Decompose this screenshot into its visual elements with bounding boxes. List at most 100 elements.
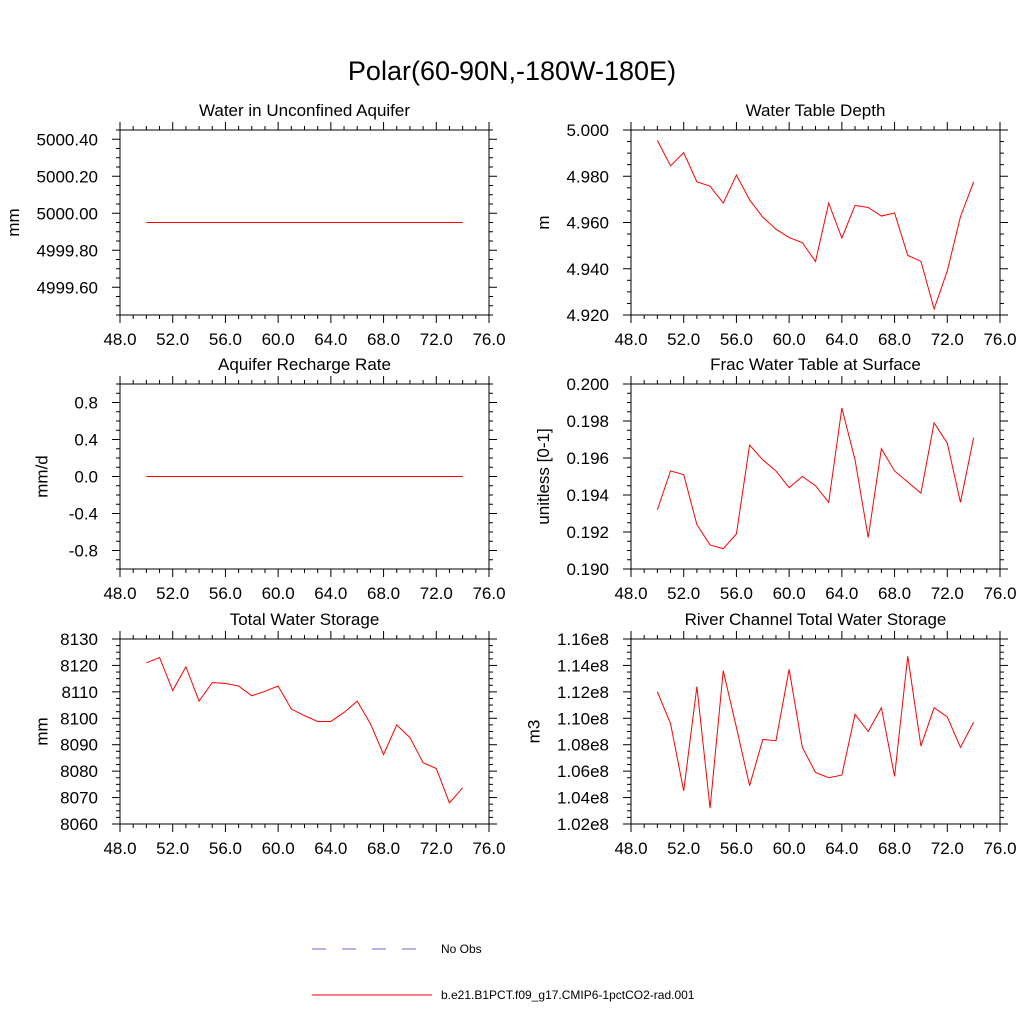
y-tick-label: 1.04e8 bbox=[557, 789, 609, 808]
y-tick-label: 8100 bbox=[60, 709, 98, 728]
panel-title: Aquifer Recharge Rate bbox=[218, 355, 391, 374]
x-tick-label: 48.0 bbox=[103, 584, 136, 603]
x-tick-label: 76.0 bbox=[472, 584, 505, 603]
y-axis-label: mm bbox=[4, 208, 23, 236]
plot-frame bbox=[630, 383, 1001, 570]
y-tick-label: 8070 bbox=[60, 789, 98, 808]
x-tick-label: 56.0 bbox=[720, 839, 753, 858]
x-tick-label: 76.0 bbox=[983, 839, 1016, 858]
y-tick-label: 0.0 bbox=[74, 468, 98, 487]
x-tick-label: 60.0 bbox=[262, 839, 295, 858]
x-tick-label: 72.0 bbox=[420, 330, 453, 349]
x-tick-label: 64.0 bbox=[314, 584, 347, 603]
y-tick-label: 8080 bbox=[60, 762, 98, 781]
figure-title: Polar(60-90N,-180W-180E) bbox=[348, 56, 676, 86]
x-tick-label: 56.0 bbox=[209, 330, 242, 349]
y-tick-label: 1.10e8 bbox=[557, 709, 609, 728]
x-tick-label: 52.0 bbox=[156, 839, 189, 858]
y-tick-label: 8120 bbox=[60, 656, 98, 675]
chart-panel-1: 48.0 52.0 56.0 60.0 64.0 68.0 72.0 76.0 4999.60 4… bbox=[4, 101, 506, 349]
series-line bbox=[146, 656, 464, 804]
x-tick-label: 76.0 bbox=[983, 584, 1016, 603]
x-tick-label: 60.0 bbox=[773, 839, 806, 858]
y-tick-label: 0.200 bbox=[566, 375, 609, 394]
y-tick-label: 1.08e8 bbox=[557, 736, 609, 755]
y-tick-label: 1.14e8 bbox=[557, 656, 609, 675]
y-tick-label: 1.12e8 bbox=[557, 683, 609, 702]
legend: No Obs b.e21.B1PCT.f09_g17.CMIP6-1pctCO2… bbox=[312, 942, 695, 1002]
y-tick-label: 4.920 bbox=[566, 306, 609, 325]
x-tick-label: 60.0 bbox=[262, 330, 295, 349]
x-tick-label: 72.0 bbox=[420, 584, 453, 603]
panel-title: Water in Unconfined Aquifer bbox=[199, 101, 410, 120]
y-tick-label: 0.198 bbox=[566, 412, 609, 431]
x-tick-label: 48.0 bbox=[614, 839, 647, 858]
y-tick-label: 0.4 bbox=[74, 431, 98, 450]
chart-panel-5: 48.0 52.0 56.0 60.0 64.0 68.0 72.0 76.0 8060 8070… bbox=[33, 610, 506, 858]
x-tick-label: 64.0 bbox=[825, 584, 858, 603]
x-tick-label: 68.0 bbox=[878, 584, 911, 603]
y-tick-label: 8060 bbox=[60, 815, 98, 834]
legend-obs-label: No Obs bbox=[441, 942, 482, 956]
panel-title: Water Table Depth bbox=[746, 101, 886, 120]
x-tick-label: 60.0 bbox=[773, 330, 806, 349]
y-tick-label: 5000.40 bbox=[37, 130, 98, 149]
x-tick-label: 52.0 bbox=[156, 330, 189, 349]
y-tick-label: 4999.80 bbox=[37, 241, 98, 260]
y-axis-label: m3 bbox=[524, 720, 543, 744]
y-tick-label: 8090 bbox=[60, 736, 98, 755]
legend-model-label: b.e21.B1PCT.f09_g17.CMIP6-1pctCO2-rad.00… bbox=[441, 988, 695, 1002]
x-tick-label: 72.0 bbox=[931, 330, 964, 349]
panel-title: River Channel Total Water Storage bbox=[685, 610, 947, 629]
y-tick-label: 8110 bbox=[61, 683, 98, 702]
y-tick-label: -0.8 bbox=[69, 542, 98, 561]
x-tick-label: 72.0 bbox=[931, 839, 964, 858]
x-tick-label: 52.0 bbox=[156, 584, 189, 603]
x-tick-label: 72.0 bbox=[420, 839, 453, 858]
y-tick-label: 0.192 bbox=[566, 523, 609, 542]
x-tick-label: 68.0 bbox=[367, 839, 400, 858]
x-tick-label: 72.0 bbox=[931, 584, 964, 603]
chart-panel-6: 48.0 52.0 56.0 60.0 64.0 68.0 72.0 76.0 1.02e8 1.… bbox=[524, 610, 1016, 858]
x-tick-label: 68.0 bbox=[367, 330, 400, 349]
x-tick-label: 56.0 bbox=[720, 584, 753, 603]
chart-panel-3: 48.0 52.0 56.0 60.0 64.0 68.0 72.0 76.0 -0.8 -0.4… bbox=[33, 355, 506, 603]
x-tick-label: 64.0 bbox=[314, 330, 347, 349]
y-axis-label: unitless [0-1] bbox=[534, 428, 553, 524]
plot-frame bbox=[119, 638, 490, 825]
x-tick-label: 52.0 bbox=[667, 839, 700, 858]
x-tick-label: 52.0 bbox=[667, 330, 700, 349]
y-tick-label: 8130 bbox=[60, 630, 98, 649]
chart-panel-4: 48.0 52.0 56.0 60.0 64.0 68.0 72.0 76.0 0.190 0.1… bbox=[534, 355, 1017, 603]
y-tick-label: 5.000 bbox=[566, 121, 609, 140]
y-tick-label: -0.4 bbox=[69, 505, 98, 524]
y-tick-label: 0.196 bbox=[566, 449, 609, 468]
panel-title: Total Water Storage bbox=[230, 610, 380, 629]
x-tick-label: 60.0 bbox=[262, 584, 295, 603]
x-tick-label: 56.0 bbox=[209, 839, 242, 858]
series-line bbox=[656, 407, 975, 550]
x-tick-label: 76.0 bbox=[472, 330, 505, 349]
x-tick-label: 52.0 bbox=[667, 584, 700, 603]
x-tick-label: 64.0 bbox=[825, 330, 858, 349]
y-axis-label: mm/d bbox=[33, 455, 52, 498]
y-axis-label: m bbox=[534, 215, 553, 229]
y-tick-label: 0.194 bbox=[566, 486, 609, 505]
x-tick-label: 48.0 bbox=[614, 330, 647, 349]
y-tick-label: 4.960 bbox=[566, 214, 609, 233]
x-tick-label: 76.0 bbox=[472, 839, 505, 858]
panel-title: Frac Water Table at Surface bbox=[710, 355, 921, 374]
y-tick-label: 4999.60 bbox=[37, 278, 98, 297]
y-tick-label: 0.190 bbox=[566, 560, 609, 579]
x-tick-label: 68.0 bbox=[367, 584, 400, 603]
y-tick-label: 4.940 bbox=[566, 260, 609, 279]
x-tick-label: 68.0 bbox=[878, 330, 911, 349]
y-tick-label: 1.06e8 bbox=[557, 762, 609, 781]
y-tick-label: 1.16e8 bbox=[557, 630, 609, 649]
x-tick-label: 56.0 bbox=[209, 584, 242, 603]
y-tick-label: 5000.20 bbox=[37, 167, 98, 186]
x-tick-label: 48.0 bbox=[103, 839, 136, 858]
x-tick-label: 64.0 bbox=[825, 839, 858, 858]
